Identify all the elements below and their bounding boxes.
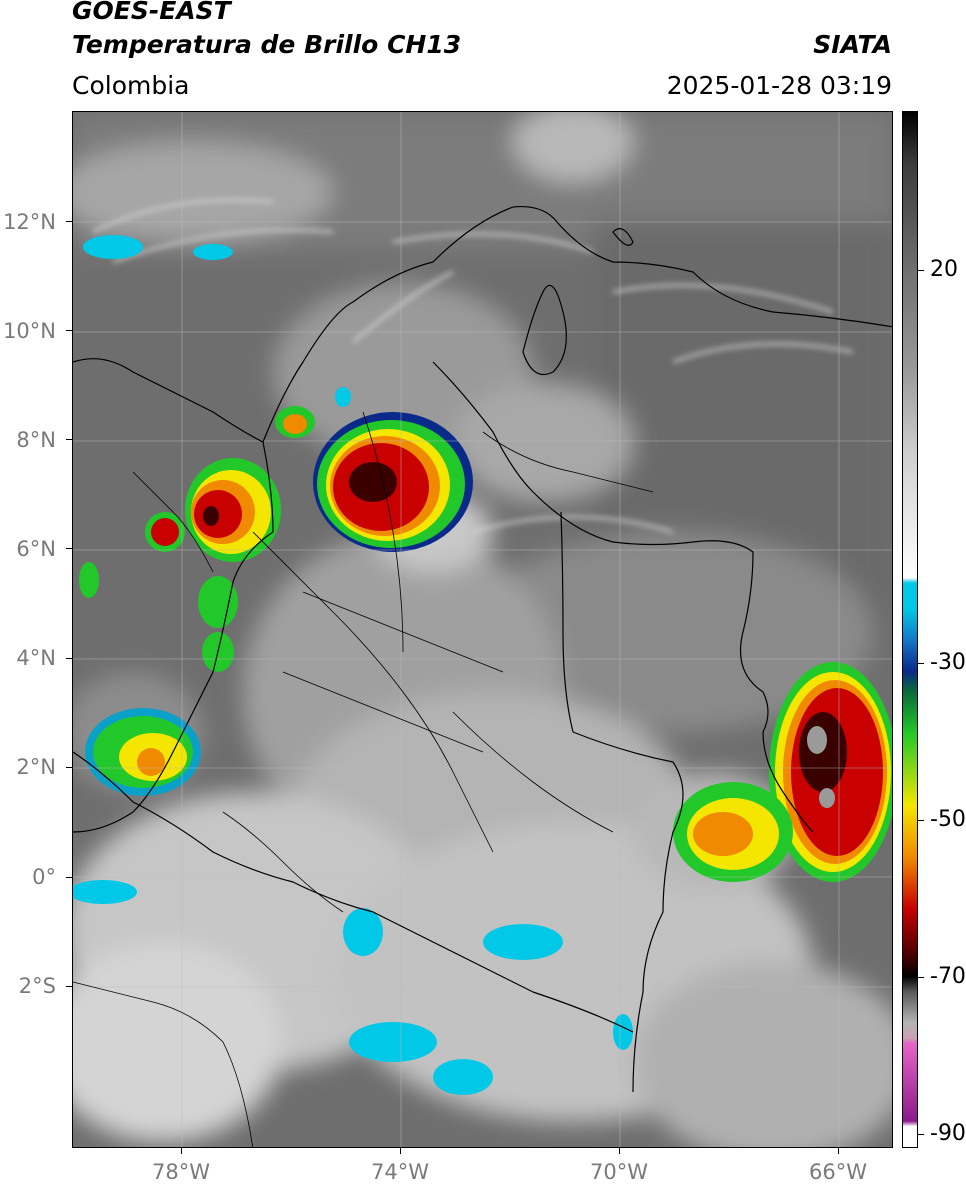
- lon-tick: [181, 1148, 182, 1154]
- lat-label: 2°S: [18, 974, 56, 998]
- lat-tick: [66, 439, 72, 440]
- lat-tick: [66, 221, 72, 222]
- lat-label: 8°N: [16, 428, 56, 452]
- lon-tick: [400, 1148, 401, 1154]
- lon-tick: [838, 1148, 839, 1154]
- colorbar-tick: [918, 663, 924, 664]
- colorbar-tick: [918, 1134, 924, 1135]
- product-title: Temperatura de Brillo CH13: [72, 30, 462, 59]
- source-label: SIATA: [813, 30, 892, 59]
- satellite-map[interactable]: [72, 111, 893, 1148]
- colorbar-label: -50: [930, 807, 966, 832]
- boundaries: [73, 205, 892, 1147]
- lat-tick: [66, 330, 72, 331]
- lat-tick: [66, 548, 72, 549]
- colorbar-tick: [918, 270, 924, 271]
- lat-label: 4°N: [16, 646, 56, 670]
- lat-label: 6°N: [16, 537, 56, 561]
- lon-label: 78°W: [152, 1160, 210, 1184]
- cloud-streaks: [92, 198, 854, 534]
- cold-cloud-patches: [73, 235, 633, 1095]
- lat-tick: [66, 986, 72, 987]
- lat-label: 10°N: [3, 319, 56, 343]
- lat-label: 0°: [32, 865, 56, 889]
- datetime-label: 2025-01-28 03:19: [666, 71, 892, 100]
- lat-tick: [66, 658, 72, 659]
- lat-label: 2°N: [16, 755, 56, 779]
- region-label: Colombia: [72, 71, 190, 100]
- lon-tick: [619, 1148, 620, 1154]
- lon-label: 70°W: [590, 1160, 648, 1184]
- lon-label: 66°W: [809, 1160, 867, 1184]
- colorbar-tick: [918, 977, 924, 978]
- colorbar-label: -90: [930, 1121, 966, 1146]
- colorbar-label: -70: [930, 964, 966, 989]
- colorbar-tick: [918, 820, 924, 821]
- colorbar-label: 20: [930, 257, 958, 282]
- convective-cells: [79, 406, 892, 882]
- colorbar-label: -30: [930, 650, 966, 675]
- lat-label: 12°N: [3, 210, 56, 234]
- satellite-title: GOES-EAST: [72, 0, 231, 25]
- lon-label: 74°W: [371, 1160, 429, 1184]
- lat-tick: [66, 877, 72, 878]
- temperature-colorbar: [902, 111, 918, 1148]
- lat-tick: [66, 767, 72, 768]
